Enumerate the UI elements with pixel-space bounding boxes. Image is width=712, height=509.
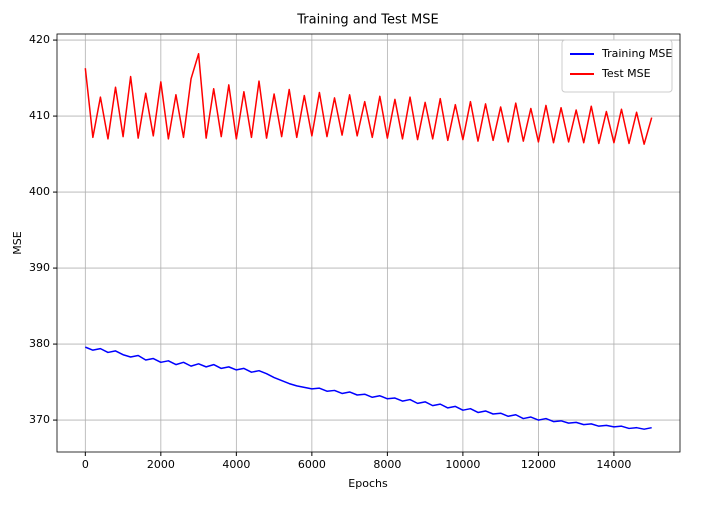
line [84, 53, 653, 145]
x-tick-label: 4000 [222, 458, 250, 471]
y-tick-label: 400 [29, 185, 50, 198]
y-axis-label: MSE [11, 231, 24, 254]
y-tick-label: 380 [29, 337, 50, 350]
x-axis-label: Epochs [348, 477, 388, 490]
x-tick-label: 14000 [596, 458, 631, 471]
y-tick-label: 370 [29, 413, 50, 426]
x-tick-label: 10000 [445, 458, 480, 471]
line [85, 346, 652, 430]
x-tick-label: 6000 [298, 458, 326, 471]
x-tick-label: 8000 [373, 458, 401, 471]
y-tick-label: 420 [29, 33, 50, 46]
x-tick-label: 12000 [521, 458, 556, 471]
chart-title: Training and Test MSE [296, 13, 438, 28]
plot-frame [56, 33, 681, 453]
y-tick-label: 410 [29, 109, 50, 122]
legend-label: Test MSE [601, 67, 651, 80]
x-tick-label: 0 [82, 458, 89, 471]
legend-label: Training MSE [601, 47, 672, 60]
legend: Training MSE Test MSE [561, 39, 673, 93]
x-tick-label: 2000 [147, 458, 175, 471]
y-tick-label: 390 [29, 261, 50, 274]
